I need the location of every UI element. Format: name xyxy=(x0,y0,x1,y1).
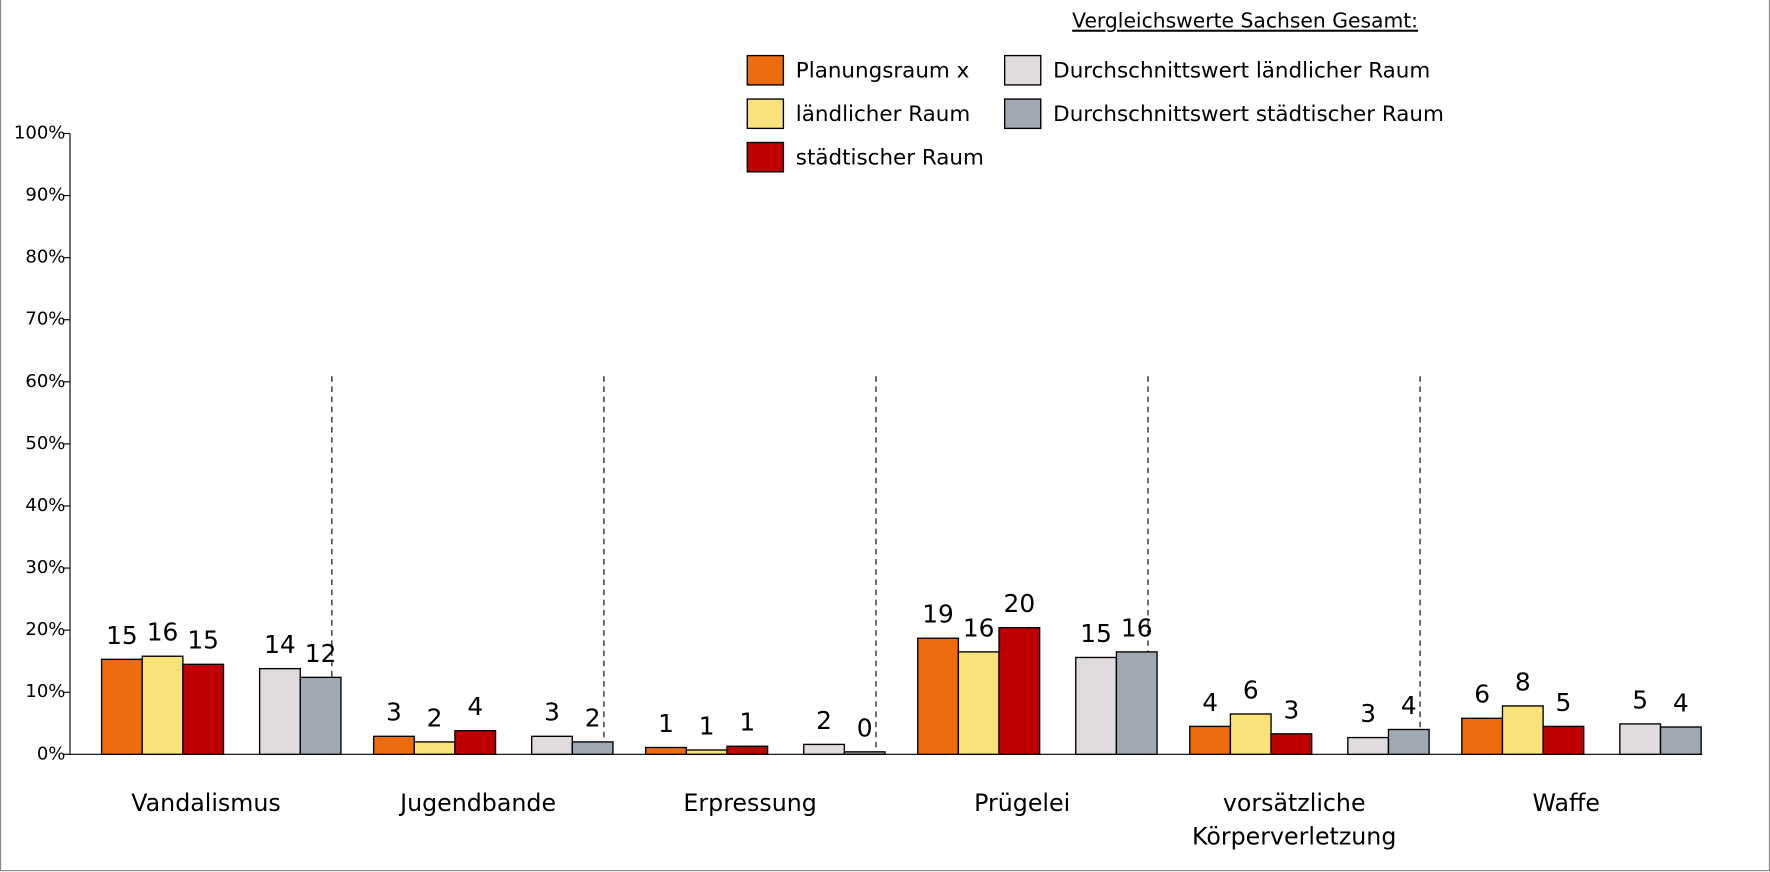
legend-swatch xyxy=(746,98,785,130)
legend-swatch xyxy=(1003,54,1042,86)
bar xyxy=(685,749,728,756)
y-tick-label: 40% xyxy=(25,495,65,516)
y-tick-label: 80% xyxy=(25,247,65,268)
data-label: 19 xyxy=(922,600,954,629)
x-tick-label: Prügelei xyxy=(974,789,1071,817)
legend-swatch xyxy=(746,141,785,173)
bar xyxy=(1461,717,1504,756)
bar xyxy=(1229,713,1272,756)
legend-label: Durchschnittswert ländlicher Raum xyxy=(1053,58,1430,83)
legend-swatch xyxy=(1003,98,1042,130)
legend-title: Vergleichswerte Sachsen Gesamt: xyxy=(1072,9,1418,33)
bar xyxy=(1387,728,1430,756)
data-label: 5 xyxy=(1632,685,1648,714)
data-label: 16 xyxy=(963,613,995,642)
x-tick-label: Waffe xyxy=(1532,789,1600,817)
y-tick-label: 30% xyxy=(25,557,65,578)
bar xyxy=(1659,726,1702,756)
data-label: 2 xyxy=(427,703,443,732)
data-label: 4 xyxy=(467,692,483,721)
data-label: 4 xyxy=(1202,688,1218,717)
data-label: 8 xyxy=(1515,667,1531,696)
x-tick-label-box: Erpressung xyxy=(683,789,817,817)
bar xyxy=(141,655,184,756)
bar xyxy=(413,741,456,756)
bar xyxy=(100,658,143,756)
y-tick-label: 0% xyxy=(37,743,66,764)
x-tick-label: vorsätzliche Körperverletzung xyxy=(1192,789,1397,851)
data-label: 6 xyxy=(1474,680,1490,709)
bar xyxy=(917,637,960,756)
bar xyxy=(1347,736,1390,756)
bar xyxy=(1501,705,1544,756)
bar xyxy=(571,741,614,756)
bar xyxy=(1189,725,1232,756)
legend-swatch xyxy=(746,54,785,86)
y-tick-label: 70% xyxy=(25,309,65,330)
data-label: 1 xyxy=(739,708,755,737)
data-label: 1 xyxy=(658,709,674,738)
data-label: 14 xyxy=(264,630,296,659)
data-label: 5 xyxy=(1556,688,1572,717)
bar xyxy=(182,663,225,756)
x-tick-label-box: vorsätzliche Körperverletzung xyxy=(1192,789,1397,851)
bar xyxy=(1542,725,1585,756)
x-tick-label: Vandalismus xyxy=(131,789,281,817)
bar xyxy=(531,735,573,756)
y-tick-label: 10% xyxy=(25,681,65,702)
legend-label: ländlicher Raum xyxy=(796,102,970,127)
bar xyxy=(726,745,769,756)
bar xyxy=(1075,656,1118,756)
bar xyxy=(1270,733,1313,756)
data-label: 16 xyxy=(1121,613,1153,642)
legend-label: Durchschnittswert städtischer Raum xyxy=(1053,102,1444,127)
y-tick-label: 90% xyxy=(25,185,65,206)
data-label: 16 xyxy=(147,618,179,647)
bar xyxy=(1619,723,1662,756)
data-label: 4 xyxy=(1673,688,1689,717)
bar xyxy=(454,730,497,756)
y-tick-label: 50% xyxy=(25,433,65,454)
data-label: 3 xyxy=(386,698,402,727)
bar xyxy=(803,743,846,756)
legend-label: städtischer Raum xyxy=(796,145,984,170)
data-label: 1 xyxy=(699,711,715,740)
data-label: 6 xyxy=(1243,675,1259,704)
bar xyxy=(299,676,342,756)
data-label: 20 xyxy=(1004,589,1036,618)
bar xyxy=(645,746,688,756)
x-tick-label-box: Waffe xyxy=(1532,789,1600,817)
bar xyxy=(957,651,1000,756)
x-tick-label: Erpressung xyxy=(683,789,817,817)
bar xyxy=(843,751,886,756)
data-label: 3 xyxy=(1283,695,1299,724)
y-tick-label: 100% xyxy=(14,122,66,143)
data-label: 12 xyxy=(305,639,337,668)
x-tick-label-box: Jugendbande xyxy=(400,789,557,817)
y-tick-label: 20% xyxy=(25,619,65,640)
data-label: 3 xyxy=(1360,699,1376,728)
data-label: 2 xyxy=(585,703,601,732)
data-label: 4 xyxy=(1401,691,1417,720)
bar xyxy=(998,626,1041,756)
bar xyxy=(258,667,301,756)
x-tick-label-box: Prügelei xyxy=(974,789,1071,817)
data-label: 3 xyxy=(544,698,560,727)
data-label: 2 xyxy=(816,706,832,735)
x-tick-label: Jugendbande xyxy=(400,789,557,817)
data-label: 15 xyxy=(106,621,138,650)
data-label: 15 xyxy=(1080,619,1112,648)
legend-label: Planungsraum x xyxy=(796,58,969,83)
y-tick-label: 60% xyxy=(25,371,65,392)
data-label: 0 xyxy=(857,713,873,742)
bar xyxy=(372,735,415,756)
data-label: 15 xyxy=(187,626,219,655)
x-tick-label-box: Vandalismus xyxy=(131,789,281,817)
bar xyxy=(1115,651,1158,756)
